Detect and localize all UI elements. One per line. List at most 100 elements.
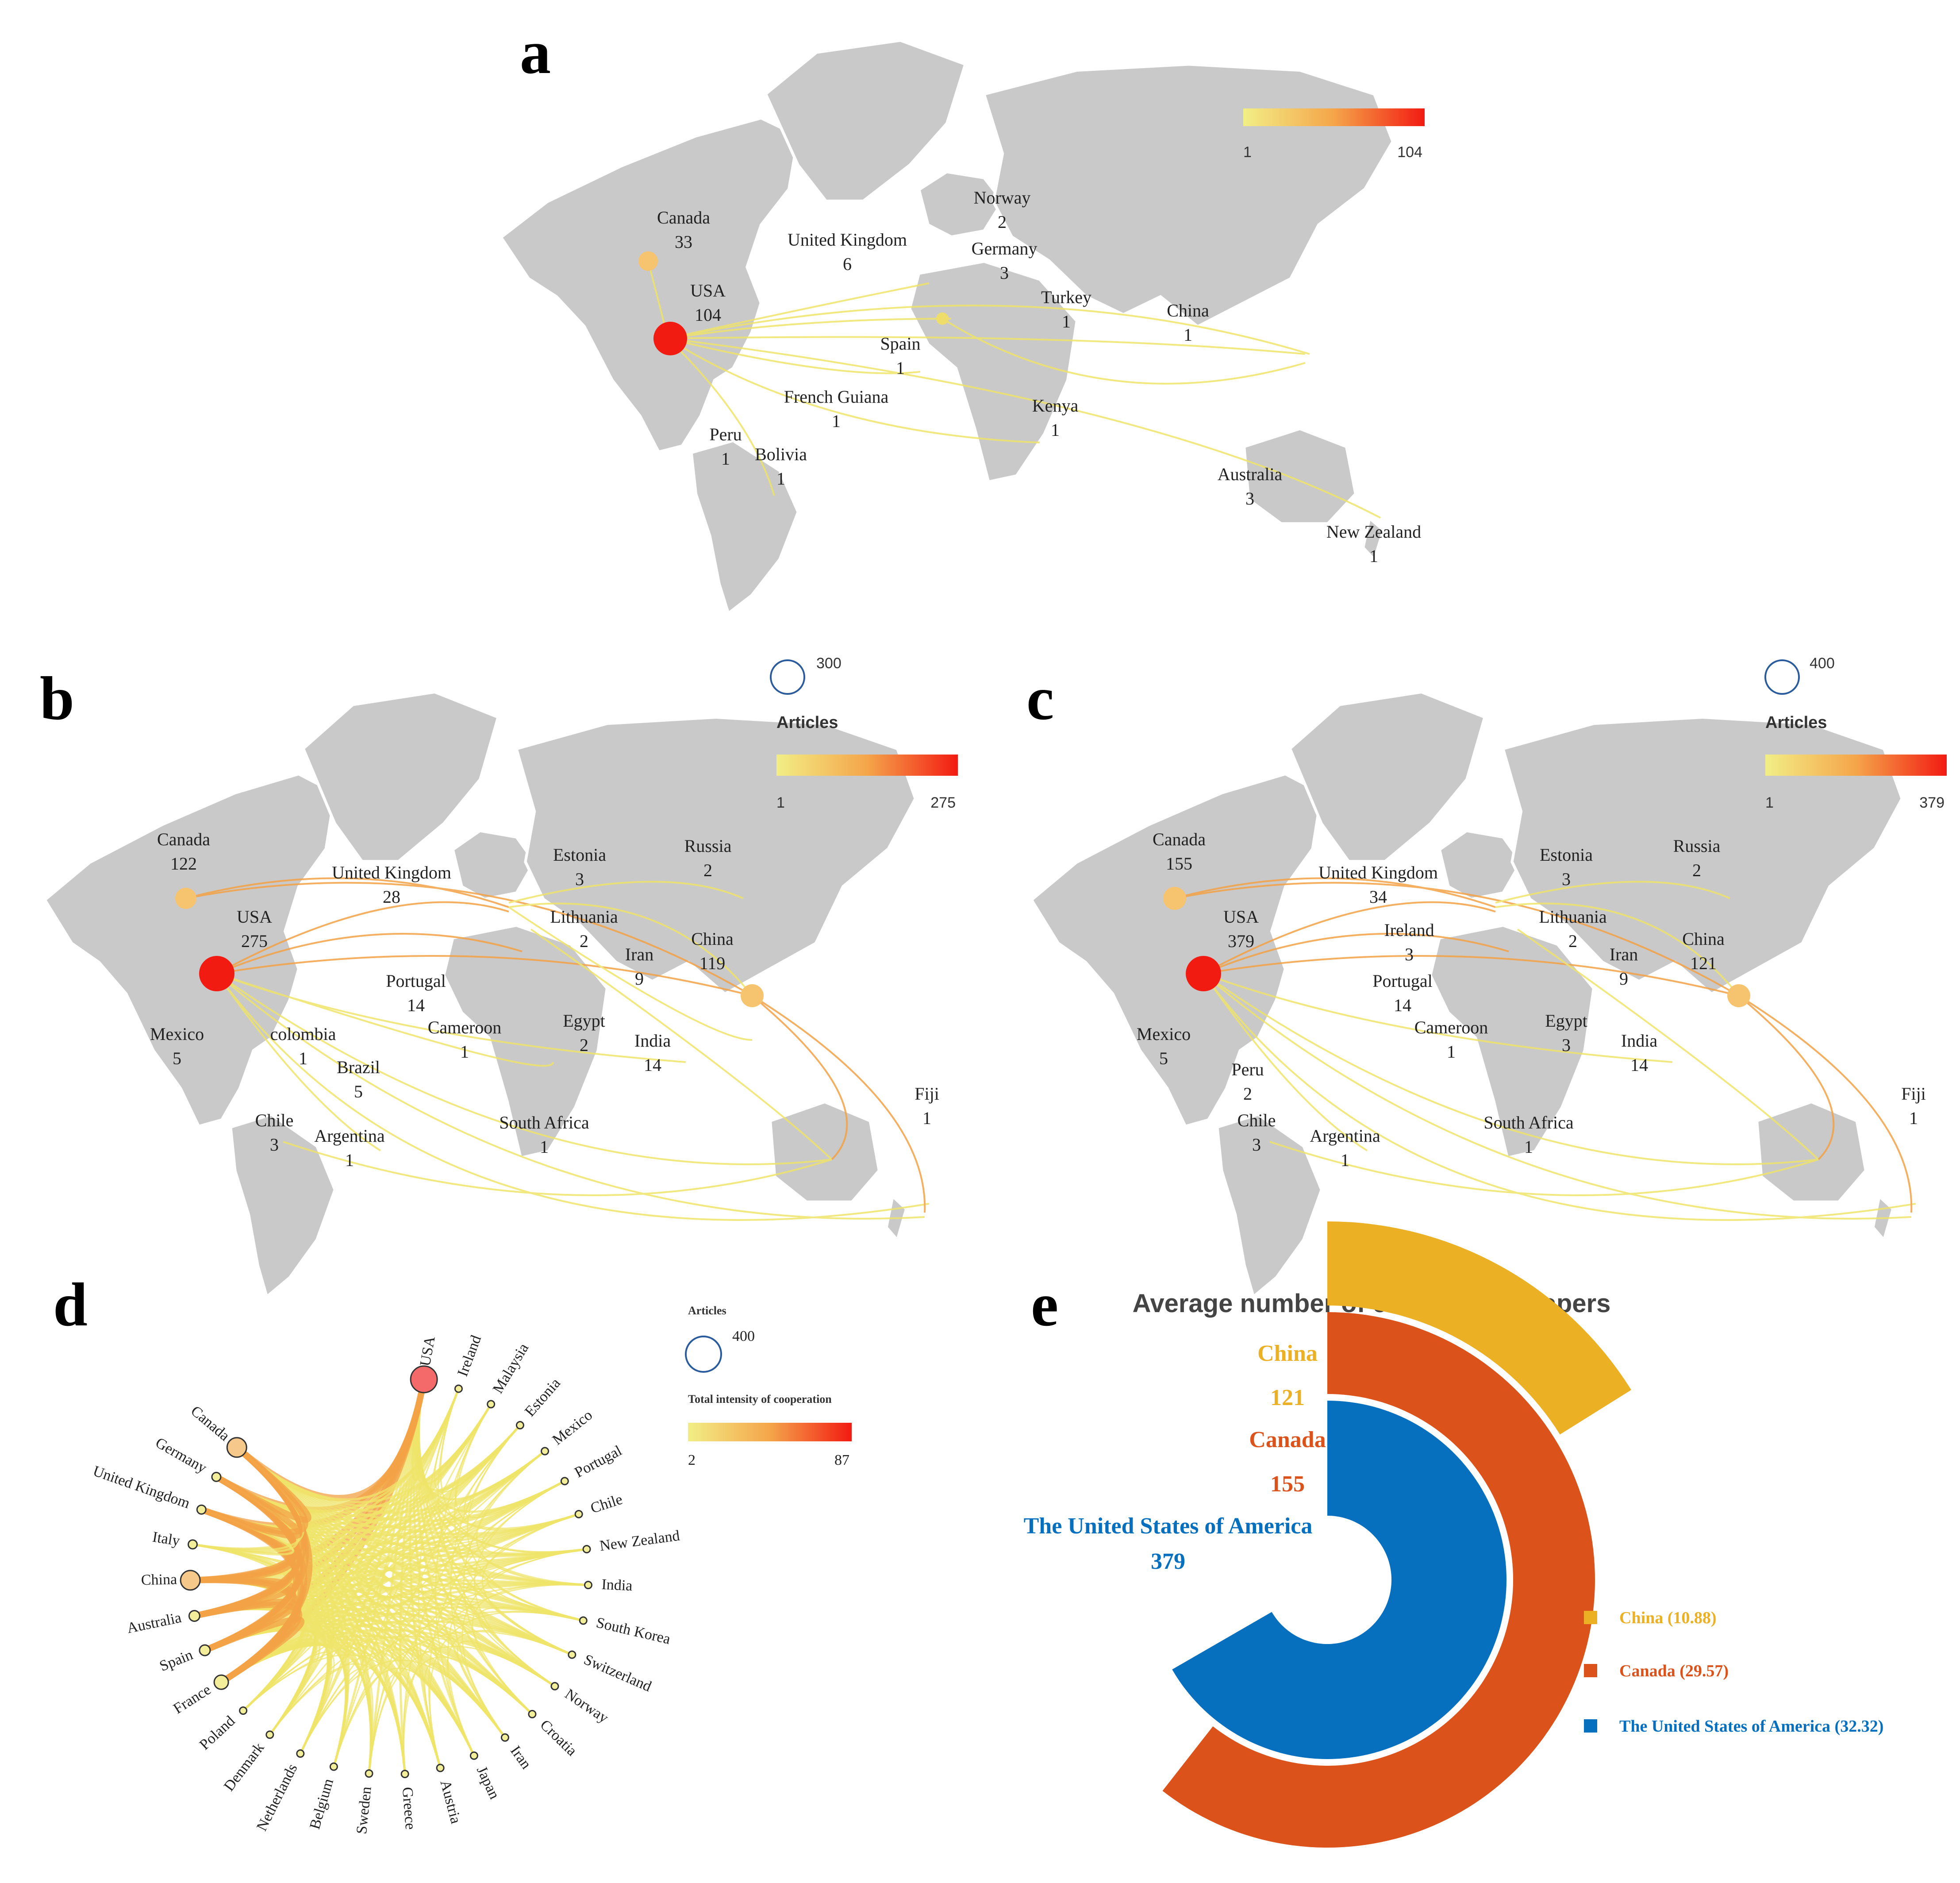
scale-max-c: 379	[1919, 794, 1945, 811]
country-value-russia-b: 2	[703, 860, 712, 880]
chord-node-australia	[188, 1610, 200, 1622]
d-legend-intensity: Total intensity of cooperation	[688, 1393, 832, 1406]
e-arc-canada	[1162, 1312, 1595, 1848]
chord-node-chile	[574, 1509, 583, 1518]
size-legend-value-b: 300	[816, 655, 842, 672]
country-label-mexico-c: Mexico	[1137, 1024, 1191, 1044]
chord-link	[447, 1513, 579, 1756]
chord-node-united-kingdom	[196, 1504, 207, 1515]
country-value-colombia-b: 1	[299, 1048, 307, 1068]
links-a	[647, 261, 1381, 519]
country-label-south-africa-c: South Africa	[1483, 1113, 1574, 1132]
country-label-usa-b: USA	[237, 907, 272, 927]
chord-node-sweden	[365, 1769, 373, 1778]
country-label-united-kingdom-b: United Kingdom	[332, 863, 451, 882]
chord-label-chile: Chile	[588, 1491, 624, 1517]
chord-label-malaysia: Malaysia	[490, 1340, 532, 1396]
node-china-b	[741, 984, 764, 1007]
country-label-fiji-b: Fiji	[915, 1084, 939, 1104]
country-label-chile-b: Chile	[255, 1110, 294, 1130]
country-value-usa-c: 379	[1228, 931, 1254, 951]
country-label-china-c: China	[1682, 929, 1725, 949]
chord-label-netherlands: Netherlands	[254, 1761, 301, 1833]
chord-label-switzerland: Switzerland	[581, 1652, 654, 1695]
panel-a-letter: a	[520, 18, 551, 87]
country-label-united-kingdom-a: United Kingdom	[788, 230, 907, 250]
country-value-india-b: 14	[644, 1055, 661, 1075]
chord-node-canada	[226, 1437, 247, 1458]
chord-label-japan: Japan	[473, 1764, 503, 1802]
e-label-china-value: 121	[1270, 1385, 1305, 1410]
node-canada-a	[638, 251, 658, 271]
chord-label-south-korea: South Korea	[595, 1614, 672, 1648]
size-legend-circle-b	[770, 659, 805, 695]
links-c	[1174, 877, 1916, 1221]
node-usa-b	[199, 956, 234, 991]
e-label-canada-value: 155	[1270, 1471, 1305, 1497]
links-b	[185, 877, 930, 1221]
country-label-peru-a: Peru	[709, 424, 742, 444]
d-size-legend-value: 400	[732, 1328, 755, 1344]
chord-label-canada: Canada	[188, 1403, 233, 1444]
chord-link	[300, 1668, 374, 1774]
country-value-argentina-b: 1	[345, 1150, 354, 1170]
chord-node-estonia	[515, 1421, 524, 1430]
chord-label-australia: Australia	[126, 1610, 183, 1637]
chord-node-iran	[500, 1733, 509, 1742]
chord-link	[403, 1584, 588, 1774]
scale-max-a: 104	[1397, 144, 1422, 161]
chord-label-germany: Germany	[153, 1434, 209, 1476]
country-value-united-kingdom-a: 6	[843, 254, 852, 274]
country-value-canada-a: 33	[675, 232, 692, 252]
chord-node-japan	[469, 1751, 478, 1760]
world-map-c	[1031, 692, 1902, 1297]
chord-node-india	[584, 1581, 592, 1590]
country-label-cameroon-b: Cameroon	[428, 1017, 502, 1037]
panel-e: e Average number of citations for papers…	[1024, 1221, 1883, 1848]
e-arc-usa	[1172, 1401, 1507, 1760]
chord-node-portugal	[560, 1477, 569, 1486]
chord-label-india: India	[601, 1576, 633, 1594]
chord-label-spain: Spain	[157, 1647, 195, 1675]
chord-link	[463, 1450, 546, 1715]
legend-title-c: Articles	[1765, 713, 1827, 732]
country-value-spain-a: 1	[896, 358, 905, 378]
country-label-united-kingdom-c: United Kingdom	[1318, 863, 1438, 882]
chord-label-mexico: Mexico	[550, 1407, 596, 1448]
chord-link	[215, 1445, 311, 1523]
country-value-germany-a: 3	[1000, 263, 1009, 283]
country-label-egypt-b: Egypt	[563, 1011, 605, 1031]
country-value-russia-c: 2	[1692, 860, 1701, 880]
country-label-russia-b: Russia	[684, 836, 732, 856]
node-germany-a	[936, 312, 949, 325]
country-value-kenya-a: 1	[1051, 420, 1060, 440]
chord-label-italy: Italy	[151, 1529, 181, 1549]
scale-max-b: 275	[930, 794, 956, 811]
country-label-canada-a: Canada	[657, 208, 710, 227]
country-label-lithuania-b: Lithuania	[550, 907, 618, 927]
d-scale-min: 2	[688, 1452, 696, 1468]
panel-e-letter: e	[1031, 1271, 1058, 1339]
country-value-chile-b: 3	[270, 1135, 279, 1155]
country-value-mexico-b: 5	[173, 1048, 181, 1068]
chord-node-mexico	[541, 1447, 550, 1456]
country-label-china-b: China	[691, 929, 734, 949]
country-label-usa-a: USA	[690, 281, 726, 300]
country-label-chile-c: Chile	[1237, 1110, 1276, 1130]
chord-label-greece: Greece	[399, 1787, 419, 1830]
country-label-ireland-c: Ireland	[1384, 920, 1434, 940]
country-label-lithuania-c: Lithuania	[1539, 907, 1607, 927]
country-label-usa-c: USA	[1223, 907, 1259, 927]
e-legend-swatch-china	[1584, 1611, 1597, 1624]
country-labels-c: Canada 155 United Kingdom 34 Estonia 3 Russia 2…	[1137, 829, 1926, 1170]
chord-node-norway	[550, 1682, 559, 1690]
country-value-new-zealand-a: 1	[1369, 546, 1378, 566]
country-label-new-zealand-a: New Zealand	[1326, 522, 1421, 542]
country-label-bolivia-a: Bolivia	[755, 444, 807, 464]
country-label-estonia-b: Estonia	[553, 845, 606, 865]
country-label-kenya-a: Kenya	[1032, 396, 1079, 416]
chord-node-greece	[400, 1770, 409, 1779]
country-value-fiji-b: 1	[922, 1108, 931, 1128]
